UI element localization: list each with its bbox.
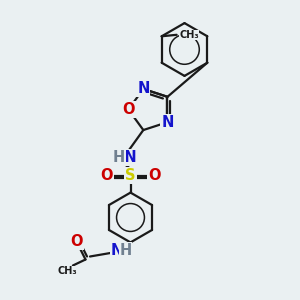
Text: CH₃: CH₃ xyxy=(58,266,77,277)
Text: O: O xyxy=(70,234,83,249)
Text: H: H xyxy=(119,243,131,258)
Text: H: H xyxy=(113,150,125,165)
Text: N: N xyxy=(161,115,174,130)
Text: N: N xyxy=(137,82,149,97)
Text: O: O xyxy=(122,102,135,117)
Text: O: O xyxy=(148,168,161,183)
Text: HN: HN xyxy=(112,150,137,165)
Text: N: N xyxy=(111,243,123,258)
Text: S: S xyxy=(125,168,136,183)
Text: O: O xyxy=(100,168,113,183)
Text: CH₃: CH₃ xyxy=(179,30,199,40)
